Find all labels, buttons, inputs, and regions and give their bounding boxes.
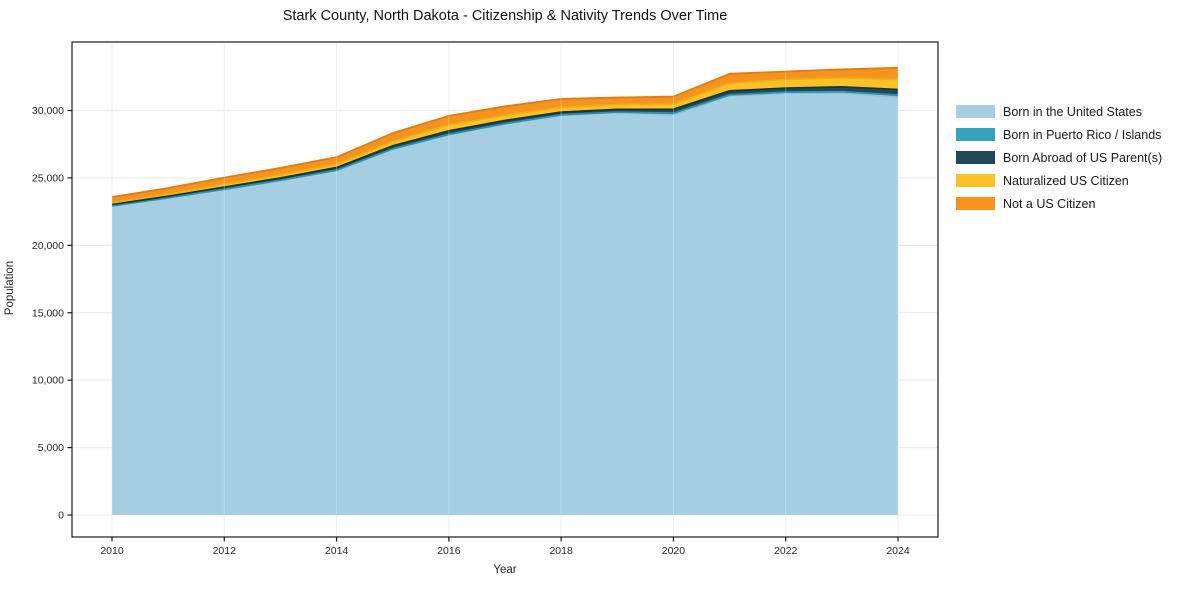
area-series bbox=[111, 66, 899, 516]
plot-frame bbox=[71, 41, 939, 538]
x-tick-label: 2012 bbox=[213, 545, 237, 557]
x-axis-title: Year bbox=[493, 564, 517, 576]
legend-label: Born in the United States bbox=[1003, 104, 1142, 119]
edge-born-abroad-of-us-parents bbox=[111, 86, 899, 206]
area-born-in-the-united-states bbox=[112, 92, 898, 516]
y-tick-label: 0 bbox=[58, 510, 64, 522]
legend-swatch-born-in-puerto-rico-islands bbox=[956, 128, 995, 141]
legend-swatch-not-a-us-citizen bbox=[956, 197, 995, 210]
y-tick-label: 20,000 bbox=[32, 240, 64, 252]
legend-label: Not a US Citizen bbox=[1003, 196, 1096, 211]
x-tick-label: 2018 bbox=[549, 545, 573, 557]
y-tick-label: 5,000 bbox=[38, 442, 64, 454]
legend-item: Born in the United States bbox=[956, 100, 1162, 123]
legend-item: Born in Puerto Rico / Islands bbox=[956, 123, 1162, 146]
legend-item: Not a US Citizen bbox=[956, 192, 1162, 215]
y-tick-label: 10,000 bbox=[32, 375, 64, 387]
legend-label: Naturalized US Citizen bbox=[1003, 173, 1129, 188]
y-tick-label: 15,000 bbox=[32, 307, 64, 319]
edge-not-a-us-citizen bbox=[111, 66, 899, 198]
x-tick-label: 2024 bbox=[886, 545, 910, 557]
x-tick-label: 2020 bbox=[662, 545, 686, 557]
x-tick-label: 2022 bbox=[774, 545, 798, 557]
x-tick-label: 2010 bbox=[100, 545, 124, 557]
axis-ticks: 2010 2012 2014 2016 2018 2020 2022 2024 0 5,000 10… bbox=[32, 105, 910, 557]
legend-swatch-born-abroad-of-us-parents bbox=[956, 151, 995, 164]
legend-label: Born in Puerto Rico / Islands bbox=[1003, 127, 1162, 142]
x-tick-label: 2014 bbox=[325, 545, 349, 557]
y-tick-label: 25,000 bbox=[32, 172, 64, 184]
x-tick-label: 2016 bbox=[437, 545, 461, 557]
legend: Born in the United States Born in Puerto … bbox=[956, 100, 1162, 215]
legend-item: Naturalized US Citizen bbox=[956, 169, 1162, 192]
edge-naturalized-us-citizen bbox=[111, 76, 899, 204]
edge-born-in-puerto-rico-islands bbox=[111, 90, 899, 207]
y-axis-title: Population bbox=[4, 260, 16, 316]
legend-swatch-born-in-the-united-states bbox=[956, 105, 995, 118]
legend-item: Born Abroad of US Parent(s) bbox=[956, 146, 1162, 169]
chart-title: Stark County, North Dakota - Citizenship… bbox=[282, 8, 728, 24]
y-tick-label: 30,000 bbox=[32, 105, 64, 117]
legend-label: Born Abroad of US Parent(s) bbox=[1003, 150, 1163, 165]
legend-swatch-naturalized-us-citizen bbox=[956, 174, 995, 187]
